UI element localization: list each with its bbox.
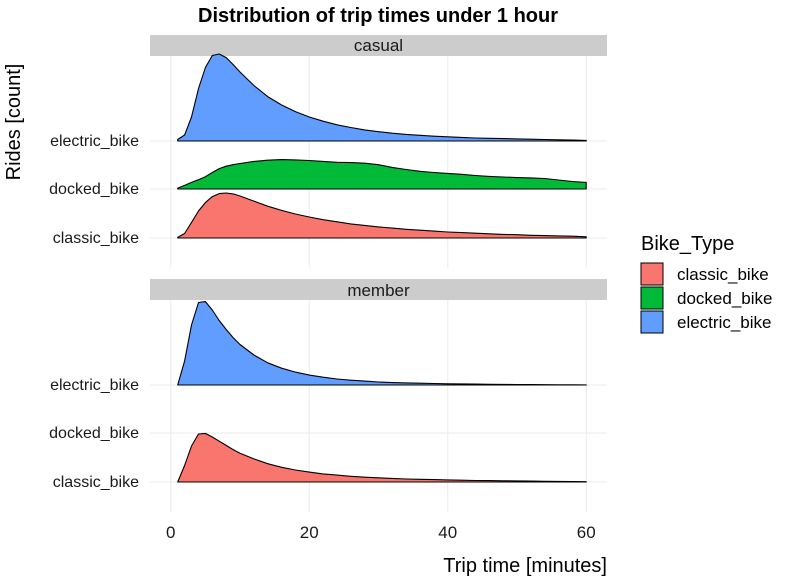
y-tick-label: classic_bike [53, 474, 139, 491]
chart-title: Distribution of trip times under 1 hour [198, 5, 558, 27]
legend-swatch-docked_bike [640, 286, 664, 310]
x-axis-title: Trip time [minutes] [443, 555, 607, 577]
ridge-member-electric_bike [177, 301, 587, 386]
legend-label-classic_bike: classic_bike [677, 265, 769, 284]
y-tick-labels: classic_bike docked_bike electric_bike [49, 377, 139, 491]
legend-label-electric_bike: electric_bike [677, 313, 772, 332]
y-tick-labels: classic_bike docked_bike electric_bike [49, 133, 139, 247]
legend-swatch-electric_bike [640, 310, 664, 334]
facet-panel-member: member classic_bike docked_bike electric_b… [49, 279, 607, 512]
x-axis: 0 20 40 60 [166, 523, 596, 542]
y-tick-label: docked_bike [49, 425, 139, 442]
strip-label-member: member [347, 281, 410, 300]
y-tick-label: docked_bike [49, 181, 139, 198]
strip-background [150, 35, 607, 56]
ridge-casual-docked_bike [177, 159, 587, 190]
legend-title: Bike_Type [641, 233, 734, 255]
strip-label-casual: casual [354, 36, 403, 55]
ridges [177, 301, 587, 483]
y-tick-label: electric_bike [50, 133, 139, 150]
legend-label-docked_bike: docked_bike [677, 289, 772, 308]
ridge-casual-electric_bike [177, 53, 587, 142]
x-tick-label: 40 [438, 523, 457, 542]
x-tick-label: 60 [577, 523, 596, 542]
legend-swatch-classic_bike [640, 262, 664, 286]
x-tick-label: 20 [300, 523, 319, 542]
facet-panel-casual: casual classic_bike docked_bike electric_b… [49, 35, 607, 268]
x-tick-label: 0 [166, 523, 175, 542]
y-tick-label: electric_bike [50, 377, 139, 394]
ridges [177, 53, 587, 239]
ridge-casual-classic_bike [177, 192, 587, 239]
y-axis-title: Rides [count] [3, 64, 25, 181]
strip-background [150, 279, 607, 300]
y-tick-label: classic_bike [53, 230, 139, 247]
ridge-member-classic_bike [177, 432, 587, 483]
legend: Bike_Type classic_bike docked_bikeelectri… [640, 233, 772, 334]
